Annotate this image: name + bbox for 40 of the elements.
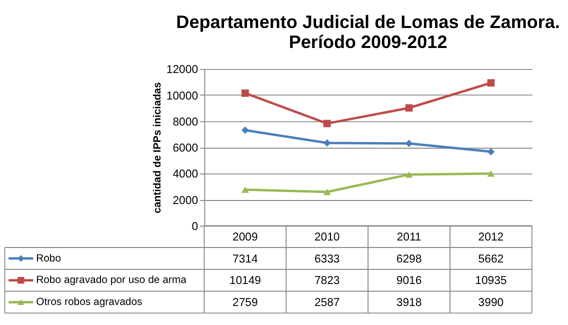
x-tick-label: 2009 [232, 231, 258, 244]
point [487, 79, 495, 87]
data-label: 5662 [478, 253, 504, 266]
point [323, 120, 331, 128]
point [487, 170, 495, 177]
point [487, 148, 495, 156]
data-label: 6298 [396, 253, 422, 266]
y-tick-label: 12000 [166, 64, 198, 76]
point [323, 139, 331, 147]
point [241, 126, 249, 134]
x-tick-label: 2012 [478, 231, 504, 244]
y-tick-label: 8000 [172, 116, 198, 128]
y-tick-label: 2000 [172, 194, 198, 207]
legend-label: Robo agravado por uso de arma [36, 275, 187, 286]
data-label: 3918 [396, 296, 422, 309]
data-label: 3990 [478, 296, 504, 309]
legend-label: Robo [36, 253, 62, 264]
y-tick-label: 10000 [166, 90, 198, 102]
data-label: 2587 [314, 296, 340, 309]
point [405, 104, 413, 112]
data-label: 2759 [232, 296, 258, 309]
y-tick-label: 0 [192, 220, 198, 233]
data-label: 6333 [314, 253, 340, 266]
point [241, 186, 249, 193]
data-label: 7314 [232, 253, 258, 266]
point [323, 188, 331, 196]
data-label: 7823 [314, 275, 340, 288]
chart-title: Departamento Judicial de Lomas de Zamora. Período 2009-2012 [176, 12, 560, 52]
point [405, 171, 413, 178]
x-tick-label: 2011 [396, 231, 422, 244]
point [241, 89, 249, 97]
y-tick-label: 4000 [172, 168, 198, 181]
point [405, 140, 413, 148]
legend-label: Otros robos agravados [36, 297, 142, 308]
data-label: 9016 [396, 275, 422, 288]
y-tick-label: 6000 [172, 142, 198, 155]
x-tick-label: 2010 [314, 231, 340, 244]
data-label: 10935 [475, 275, 507, 288]
y-axis-title: cantidad de IPPs iniciadas [152, 82, 164, 214]
data-label: 10149 [229, 275, 261, 288]
